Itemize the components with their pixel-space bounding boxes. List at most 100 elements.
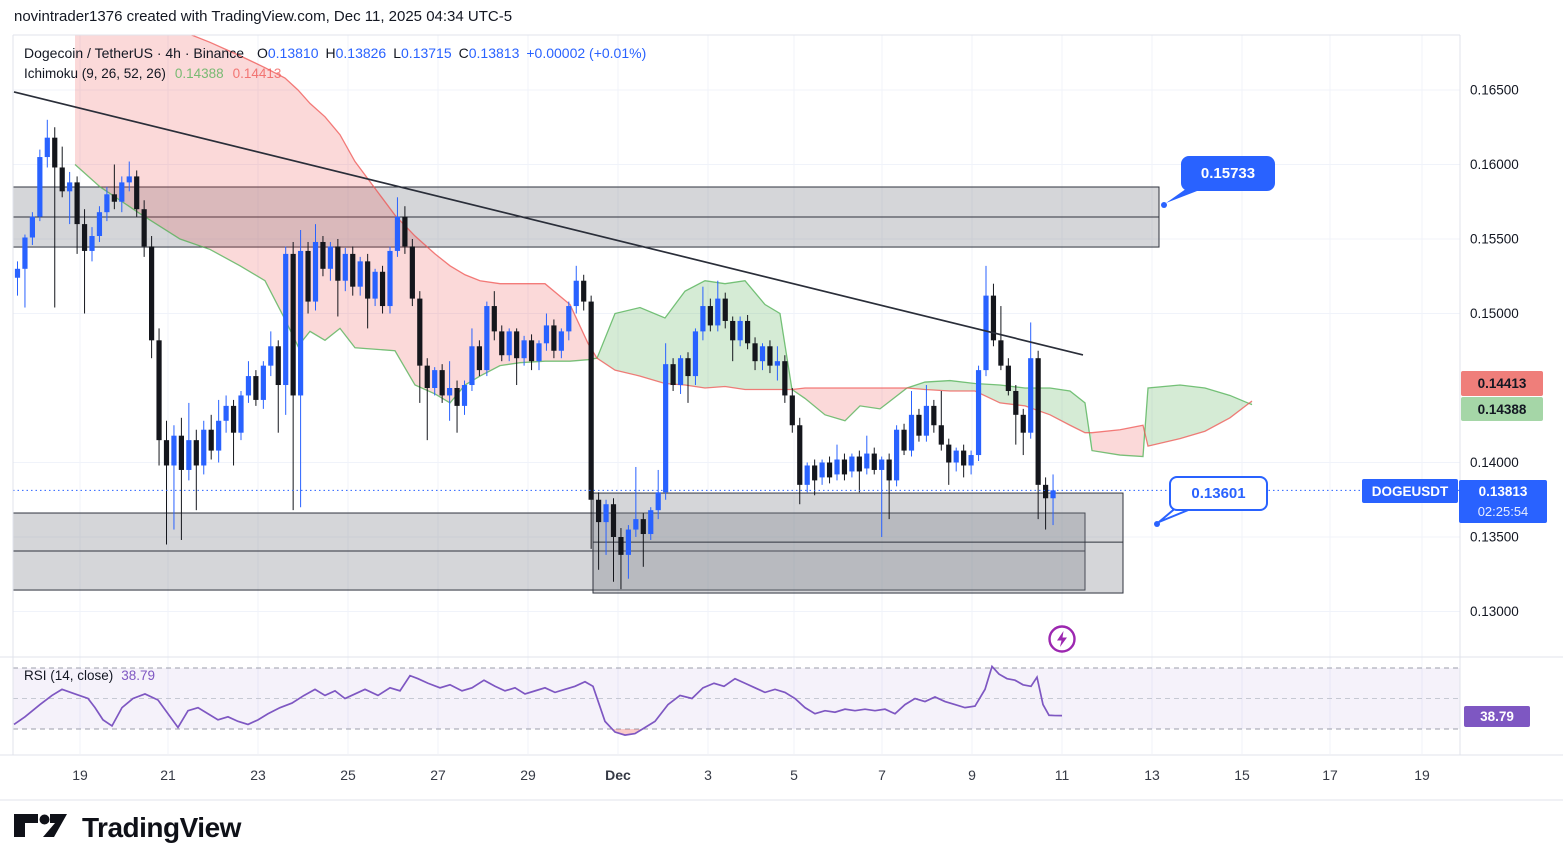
time-axis-label-3: 3 — [704, 767, 712, 783]
down-candle — [59, 167, 65, 192]
down-candle — [596, 499, 602, 523]
down-candle — [528, 340, 535, 362]
price-callout-0.13601[interactable]: 0.13601 — [1169, 476, 1268, 511]
up-candle — [484, 306, 490, 371]
time-axis-label-25: 25 — [340, 767, 356, 783]
down-candle — [901, 429, 907, 451]
time-axis-label-13: 13 — [1144, 767, 1160, 783]
time-axis-label-11: 11 — [1055, 767, 1070, 783]
down-candle — [812, 465, 818, 481]
down-candle — [1013, 390, 1019, 415]
down-candle — [752, 343, 758, 362]
support-zone-right[interactable] — [592, 492, 1124, 594]
rsi-legend[interactable]: RSI (14, close) 38.79 — [24, 668, 155, 683]
up-candle — [298, 250, 304, 396]
up-candle — [975, 370, 982, 456]
ohlc-close: C0.13813 — [458, 45, 520, 61]
up-candle — [506, 331, 512, 356]
support-zone-wide[interactable] — [13, 512, 1086, 591]
rsi-line — [13, 664, 1063, 736]
up-candle — [737, 320, 743, 341]
down-candle — [365, 261, 371, 299]
up-candle — [37, 157, 43, 217]
down-candle — [767, 346, 773, 366]
down-candle — [379, 271, 386, 307]
time-axis-label-23: 23 — [250, 767, 266, 783]
up-candle — [923, 405, 929, 436]
down-candle — [990, 295, 997, 341]
symbol-title: Dogecoin / TetherUS · 4h · Binance — [24, 45, 244, 61]
down-candle — [163, 440, 170, 466]
down-candle — [931, 405, 937, 426]
tradingview-logo[interactable]: TradingView — [14, 812, 241, 844]
time-axis[interactable]: 19 21 23 25 27 29 Dec 3 5 7 9 11 13 15 17 19 — [72, 767, 1430, 783]
axis-badge-lead2: 0.14413 — [1461, 371, 1543, 396]
up-candle — [260, 365, 266, 400]
up-candle — [357, 261, 363, 287]
down-candle — [938, 425, 944, 445]
symbol-legend[interactable]: Dogecoin / TetherUS · 4h · Binance O0.13… — [24, 45, 646, 61]
up-candle — [432, 370, 438, 388]
down-candle — [551, 325, 557, 351]
up-candle — [521, 340, 527, 359]
ichimoku-lead1-value: 0.14388 — [174, 66, 224, 81]
up-candle — [774, 361, 780, 366]
down-candle — [193, 440, 199, 466]
down-candle — [1020, 414, 1026, 433]
down-candle — [350, 253, 356, 287]
time-axis-label-9: 9 — [968, 767, 976, 783]
down-candle — [871, 453, 877, 470]
price-axis-label: 0.14000 — [1470, 455, 1519, 470]
last-price: 0.13813 — [1478, 483, 1528, 499]
down-candle — [1043, 484, 1049, 499]
down-candle — [178, 435, 184, 470]
bar-countdown: 02:25:54 — [1477, 503, 1529, 519]
descending-trendline[interactable] — [13, 91, 1084, 356]
down-candle — [588, 301, 594, 500]
time-axis-label-29: 29 — [520, 767, 536, 783]
lightning-button[interactable] — [1048, 625, 1076, 653]
up-candle — [14, 268, 21, 278]
down-candle — [707, 306, 713, 326]
down-candle — [998, 340, 1004, 366]
price-axis-label: 0.13000 — [1470, 604, 1519, 619]
down-candle — [670, 364, 676, 386]
down-candle — [826, 462, 833, 478]
price-axis-label: 0.15000 — [1470, 306, 1519, 321]
axis-badge-rsi: 38.79 — [1464, 706, 1530, 727]
up-candle — [44, 137, 50, 158]
up-candle — [543, 325, 550, 344]
down-candle — [514, 331, 520, 359]
ichimoku-legend[interactable]: Ichimoku (9, 26, 52, 26) 0.14388 0.14413 — [24, 66, 281, 81]
axis-badge-lead1: 0.14388 — [1461, 397, 1543, 421]
down-candle — [417, 298, 423, 366]
price-callout-0.15733[interactable]: 0.15733 — [1181, 156, 1275, 191]
up-candle — [469, 346, 475, 386]
up-candle — [879, 459, 885, 470]
down-candle — [610, 504, 617, 537]
up-candle — [22, 237, 28, 269]
up-candle — [834, 459, 840, 475]
up-candle — [663, 364, 669, 493]
price-axis[interactable]: 0.16500 0.16000 0.15500 0.15000 0.14000 0.135… — [1470, 83, 1519, 620]
up-candle — [245, 376, 252, 396]
ichimoku-title: Ichimoku (9, 26, 52, 26) — [24, 66, 166, 81]
rsi-value: 38.79 — [121, 668, 156, 683]
time-axis-label-27: 27 — [430, 767, 446, 783]
down-candle — [1035, 358, 1041, 485]
down-candle — [275, 346, 281, 386]
down-candle — [782, 361, 788, 396]
zone-drawings[interactable] — [13, 186, 1160, 594]
up-candle — [186, 440, 192, 470]
down-candle — [961, 450, 967, 466]
up-candle — [558, 331, 564, 351]
price-axis-label: 0.15500 — [1470, 232, 1519, 247]
down-candle — [491, 306, 497, 332]
grid — [13, 35, 1460, 754]
price-change: +0.00002 (+0.01%) — [526, 45, 647, 61]
price-axis-label: 0.16000 — [1470, 157, 1519, 172]
down-candle — [52, 137, 58, 168]
up-candle — [677, 358, 684, 386]
candlestick-series — [14, 119, 1056, 590]
